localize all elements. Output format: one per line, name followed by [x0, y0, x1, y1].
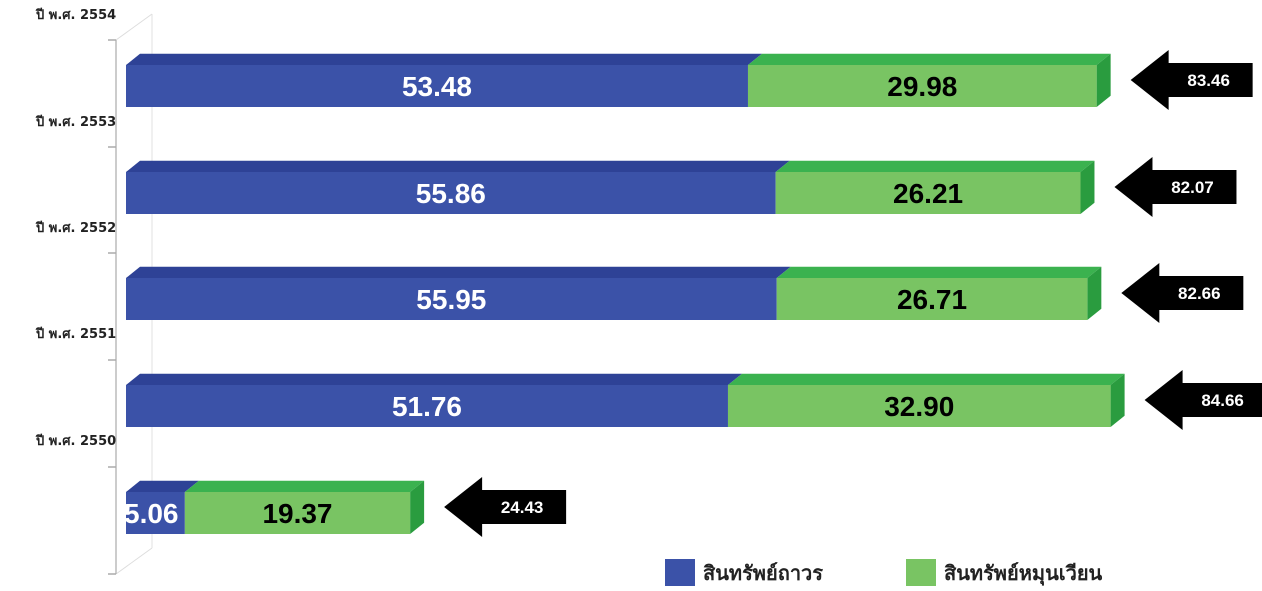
- bar-fixed: [126, 172, 776, 214]
- bar-current-top: [776, 266, 1102, 278]
- bar-fixed-label: 55.95: [416, 284, 486, 315]
- legend-swatch-fixed: [665, 559, 695, 586]
- bar-fixed: [126, 278, 777, 320]
- bar-fixed: [126, 492, 185, 534]
- legend: สินทรัพย์ถาวร สินทรัพย์หมุนเวียน: [665, 559, 1103, 586]
- bar-current-label: 26.71: [897, 284, 967, 315]
- bar-current-label: 19.37: [262, 498, 332, 529]
- total-arrow-icon: [1121, 263, 1244, 323]
- bar-fixed-top: [126, 266, 791, 278]
- bar-fixed-top: [126, 373, 742, 385]
- total-label: 84.66: [1201, 391, 1244, 410]
- bar-current-side: [410, 480, 425, 534]
- bar-current: [747, 65, 1097, 107]
- bar-fixed: [126, 385, 728, 427]
- bar-current-side: [1087, 266, 1102, 320]
- category-labels: ปี พ.ศ. 2554 ปี พ.ศ. 2553 ปี พ.ศ. 2552 ป…: [35, 7, 116, 449]
- axis-ticks: [108, 39, 116, 575]
- bar-current-top: [184, 480, 425, 492]
- bar-fixed-top: [126, 480, 199, 492]
- bar-current-side: [1080, 160, 1095, 214]
- bar-current-top: [775, 160, 1095, 172]
- bar-fixed-label: 53.48: [402, 71, 472, 102]
- legend-label-fixed: สินทรัพย์ถาวร: [703, 561, 823, 585]
- total-arrow-icon: [1130, 50, 1253, 110]
- category-label: ปี พ.ศ. 2552: [35, 220, 116, 236]
- bar-current-top: [747, 53, 1111, 65]
- total-label: 82.07: [1171, 178, 1214, 197]
- category-label: ปี พ.ศ. 2550: [35, 433, 116, 449]
- category-label: ปี พ.ศ. 2554: [35, 7, 116, 23]
- bar-current: [775, 172, 1081, 214]
- bar-current-label: 29.98: [887, 71, 957, 102]
- bar-fixed-top: [126, 53, 762, 65]
- legend-swatch-current: [906, 559, 936, 586]
- category-label: ปี พ.ศ. 2553: [35, 114, 116, 130]
- total-label: 83.46: [1187, 71, 1230, 90]
- bar-current: [776, 278, 1088, 320]
- category-label: ปี พ.ศ. 2551: [35, 326, 116, 342]
- legend-label-current: สินทรัพย์หมุนเวียน: [944, 561, 1103, 586]
- bar-current-top: [727, 373, 1125, 385]
- bar-fixed-label: 55.86: [416, 178, 486, 209]
- bar-fixed-label: 51.76: [392, 391, 462, 422]
- total-arrow-icon: [1114, 157, 1237, 217]
- total-arrows-group: 83.46 82.07 82.66 84.66 24.43: [444, 50, 1262, 537]
- bar-current-side: [1110, 373, 1125, 427]
- bar-fixed-label: 5.06: [124, 498, 179, 529]
- bar-current-side: [1096, 53, 1111, 107]
- bar-current: [184, 492, 411, 534]
- total-arrow-icon: [1144, 370, 1262, 430]
- total-label: 24.43: [501, 498, 544, 517]
- total-label: 82.66: [1178, 284, 1221, 303]
- bar-fixed: [126, 65, 748, 107]
- bar-current-label: 26.21: [893, 178, 963, 209]
- bar-current-label: 32.90: [884, 391, 954, 422]
- bar-current: [727, 385, 1111, 427]
- bars-group: 53.48 29.98 55.86 26.21 55.95 26.71 51.76 32.90…: [124, 53, 1125, 534]
- total-arrow-icon: [444, 477, 567, 537]
- bar-fixed-top: [126, 160, 790, 172]
